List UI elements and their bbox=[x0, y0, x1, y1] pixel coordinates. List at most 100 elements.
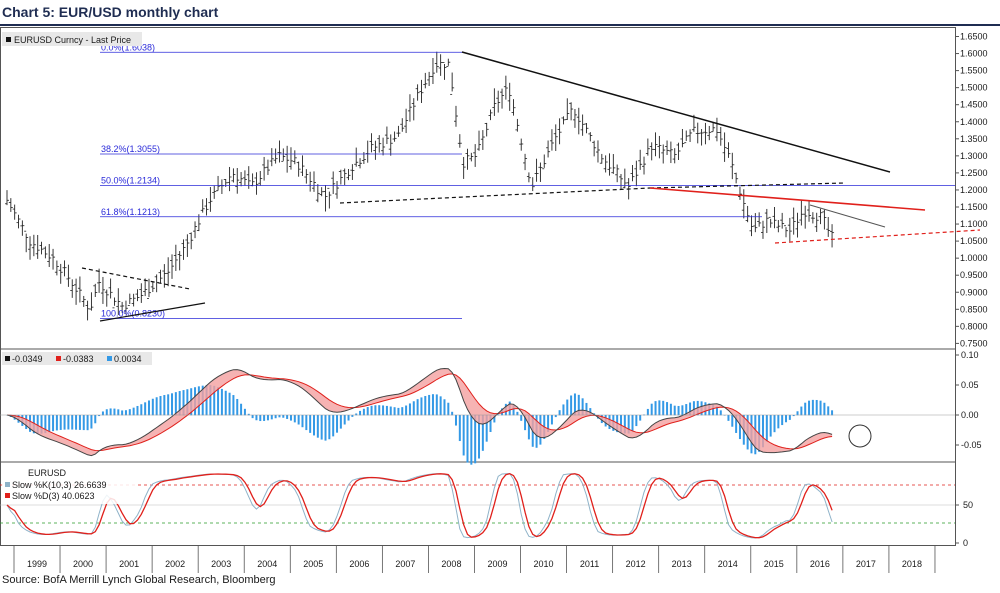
stochastic-panel: 50 0 EURUSD Slow %K(10,3) 26.6639 Slow %D… bbox=[0, 467, 973, 548]
macd-panel: 0.10 0.05 0.00 -0.05 -0.0349 -0.0383 0.0034 bbox=[0, 350, 982, 465]
macd-hist-bar bbox=[493, 415, 496, 423]
macd-hist-bar bbox=[454, 415, 457, 426]
macd-tick-label: 0.10 bbox=[961, 350, 979, 360]
macd-hist-bar bbox=[78, 415, 81, 430]
macd-hist-bar bbox=[673, 405, 676, 416]
macd-hist-bar bbox=[393, 407, 396, 416]
macd-hist-bar bbox=[785, 415, 788, 423]
macd-hist-bar bbox=[685, 404, 688, 416]
stoch-legend-k: Slow %K(10,3) 26.6639 bbox=[12, 480, 107, 490]
macd-legend-1: -0.0349 bbox=[12, 354, 43, 364]
macd-hist-bar bbox=[811, 399, 814, 416]
macd-hist-bar bbox=[512, 404, 515, 416]
downtrend-line-red bbox=[649, 187, 926, 211]
macd-hist-bar bbox=[769, 415, 772, 437]
macd-hist-bar bbox=[646, 408, 649, 416]
macd-hist-bar bbox=[339, 415, 342, 429]
macd-hist-bar bbox=[451, 411, 454, 416]
macd-hist-bar bbox=[527, 415, 530, 440]
price-tick-label: 1.0500 bbox=[960, 236, 988, 246]
macd-hist-bar bbox=[658, 400, 661, 416]
macd-hist-bar bbox=[719, 410, 722, 416]
macd-hist-bar bbox=[40, 415, 43, 434]
macd-hist-bar bbox=[286, 415, 289, 419]
macd-hist-bar bbox=[666, 402, 669, 416]
macd-hist-bar bbox=[301, 415, 304, 428]
support-line-red-dashed bbox=[774, 229, 981, 244]
macd-hist-bar bbox=[485, 415, 488, 442]
macd-hist-bar bbox=[650, 403, 653, 416]
fibonacci-lines: 0.0%(1.6038) 38.2%(1.3055) 50.0%(1.2134) 61… bbox=[100, 42, 955, 319]
macd-hist-bar bbox=[44, 415, 47, 434]
macd-hist-bar bbox=[178, 391, 181, 416]
x-tick-label: 2003 bbox=[211, 559, 231, 569]
macd-hist-bar bbox=[408, 403, 411, 416]
macd-hist-bar bbox=[424, 396, 427, 416]
macd-hist-bar bbox=[727, 415, 730, 421]
macd-hist-bar bbox=[140, 404, 143, 416]
macd-hist-bar bbox=[374, 405, 377, 416]
macd-hist-bar bbox=[232, 395, 235, 416]
x-tick-label: 2007 bbox=[395, 559, 415, 569]
macd-hist-bar bbox=[182, 390, 185, 416]
x-tick-label: 2006 bbox=[349, 559, 369, 569]
price-tick-label: 1.1500 bbox=[960, 202, 988, 212]
x-tick-label: 2004 bbox=[257, 559, 277, 569]
x-tick-label: 2016 bbox=[810, 559, 830, 569]
stoch-legend-box bbox=[2, 467, 137, 504]
macd-hist-bar bbox=[251, 415, 254, 419]
macd-hist-bar bbox=[428, 394, 431, 416]
macd-hist-bar bbox=[243, 408, 246, 416]
macd-hist-bar bbox=[293, 415, 296, 423]
macd-hist-bar bbox=[623, 415, 626, 434]
macd-hist-bar bbox=[620, 415, 622, 433]
macd-hist-bar bbox=[313, 415, 315, 436]
macd-hist-bar bbox=[366, 407, 369, 416]
macd-hist-bar bbox=[362, 408, 365, 416]
x-tick-label: 1999 bbox=[27, 559, 47, 569]
macd-tick-label: 0.05 bbox=[961, 380, 979, 390]
macd-hist-bar bbox=[151, 398, 154, 416]
neckline-dashed-ext bbox=[649, 182, 846, 189]
price-tick-label: 0.9500 bbox=[960, 270, 988, 280]
macd-hist-bar bbox=[558, 410, 561, 416]
price-tick-label: 1.2500 bbox=[960, 168, 988, 178]
price-tick-label: 1.3000 bbox=[960, 151, 988, 161]
bottom-support-line bbox=[99, 302, 206, 322]
macd-hist-bar bbox=[439, 396, 442, 416]
macd-divergence-fill bbox=[7, 368, 833, 456]
macd-hist-bar bbox=[435, 394, 438, 416]
macd-hist-bar bbox=[478, 415, 481, 459]
macd-hist-bar bbox=[677, 405, 680, 416]
fib-label: 61.8%(1.1213) bbox=[101, 207, 160, 217]
macd-hist-bar bbox=[489, 415, 492, 432]
macd-hist-bar bbox=[550, 415, 553, 425]
x-tick-label: 2005 bbox=[303, 559, 323, 569]
macd-signal-line bbox=[6, 373, 833, 452]
macd-hist-bar bbox=[547, 415, 550, 432]
price-legend-label: EURUSD Curncy - Last Price bbox=[14, 35, 131, 45]
downtrend-line-black bbox=[461, 51, 891, 173]
x-tick-label: 2008 bbox=[441, 559, 461, 569]
macd-hist-bar bbox=[669, 403, 672, 416]
macd-hist-bar bbox=[297, 415, 300, 425]
macd-hist-bar bbox=[186, 389, 189, 416]
price-tick-label: 1.1000 bbox=[960, 219, 988, 229]
price-tick-label: 1.0000 bbox=[960, 253, 988, 263]
macd-hist-bar bbox=[447, 402, 450, 416]
macd-hist-bar bbox=[263, 415, 266, 421]
macd-hist-bar bbox=[481, 415, 484, 451]
macd-hist-bar bbox=[639, 415, 642, 421]
macd-hist-bar bbox=[75, 415, 78, 430]
price-tick-label: 1.5000 bbox=[960, 83, 988, 93]
macd-hist-bar bbox=[316, 415, 319, 438]
x-tick-label: 2001 bbox=[119, 559, 139, 569]
macd-legend-swatch-3 bbox=[107, 356, 112, 361]
source-note: Source: BofA Merrill Lynch Global Resear… bbox=[2, 574, 276, 586]
macd-hist-bar bbox=[470, 415, 473, 465]
macd-hist-bar bbox=[570, 395, 573, 416]
price-tick-label: 1.2000 bbox=[960, 185, 988, 195]
x-axis: 1999 2000 2001 2002 2003 2004 2005 2006 2007 2008… bbox=[13, 546, 936, 573]
macd-hist-bar bbox=[228, 392, 231, 416]
macd-hist-bar bbox=[48, 415, 51, 433]
